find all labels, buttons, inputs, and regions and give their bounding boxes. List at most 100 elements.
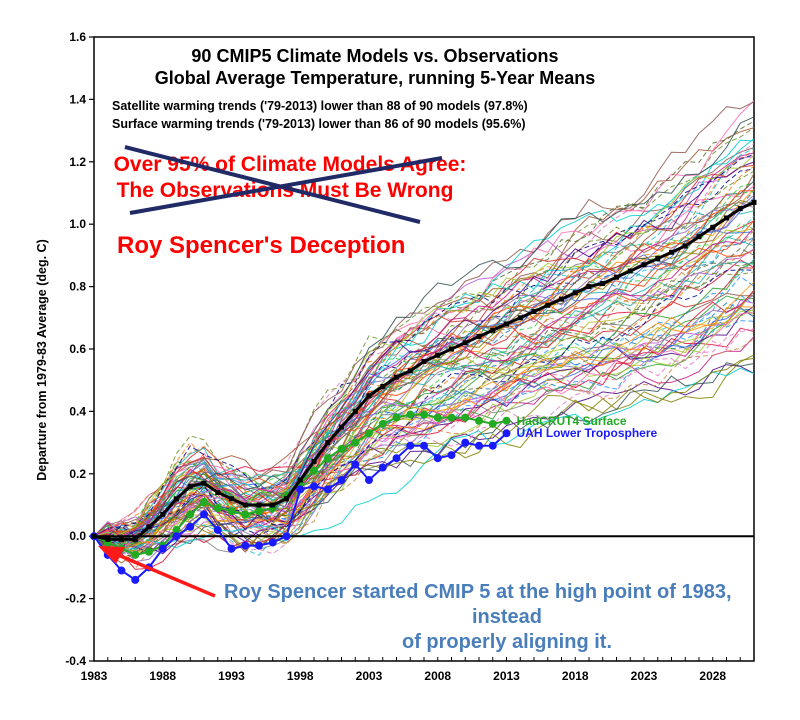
- chart-subtitle: Global Average Temperature, running 5-Ye…: [155, 68, 595, 88]
- series-point: [378, 463, 387, 472]
- model-run-line: [93, 120, 755, 558]
- ensemble-mean-point: [174, 496, 179, 502]
- series-point: [461, 438, 470, 447]
- x-tick-label: 2008: [424, 669, 451, 683]
- series-point: [488, 419, 497, 428]
- x-tick-label: 2018: [562, 669, 589, 683]
- series-point: [392, 454, 401, 463]
- series-point: [420, 410, 428, 419]
- model-run-line: [93, 127, 755, 543]
- ensemble-mean-point: [105, 536, 111, 542]
- model-run-line: [93, 261, 755, 537]
- ensemble-mean-point: [600, 280, 606, 286]
- model-run-line: [93, 230, 755, 537]
- y-tick-label: 1.4: [69, 92, 86, 106]
- y-axis-label: Departure from 1979-83 Average (deg. C): [35, 239, 49, 481]
- ensemble-mean-point: [449, 346, 454, 352]
- series-point: [117, 566, 126, 575]
- annotation-line3: of properly aligning it.: [402, 631, 612, 653]
- series-point: [433, 413, 442, 422]
- series-point: [433, 454, 442, 463]
- series-point: [351, 438, 360, 447]
- headline-deception: Roy Spencer's Deception: [117, 232, 405, 259]
- y-tick-label: 0.6: [69, 342, 86, 356]
- strike-line-b: [129, 156, 443, 215]
- series-point: [365, 429, 373, 438]
- model-run-line: [93, 153, 755, 537]
- ensemble-mean-point: [311, 458, 317, 464]
- series-point: [420, 441, 428, 450]
- ensemble-mean-point: [366, 393, 372, 399]
- model-run-line: [93, 170, 755, 540]
- series-point: [475, 416, 483, 425]
- series-point: [461, 413, 470, 422]
- x-tick-label: 2013: [493, 669, 520, 683]
- series-point: [282, 532, 291, 541]
- ensemble-mean-point: [435, 352, 441, 358]
- ensemble-mean-point: [91, 533, 97, 539]
- ensemble-mean-point: [160, 511, 166, 517]
- ensemble-mean-point: [256, 502, 262, 508]
- ensemble-mean-point: [421, 358, 427, 364]
- x-axis: 1983 1988 1993 1998 2003 2008 2013 2018 2023 2028: [81, 657, 755, 683]
- ensemble-mean-point: [119, 536, 124, 542]
- chart-title: 90 CMIP5 Climate Models vs. Observations: [191, 46, 558, 66]
- ensemble-mean-point: [559, 296, 564, 302]
- series-point: [323, 454, 332, 463]
- series-point: [502, 416, 511, 425]
- y-tick-label: 1.2: [69, 155, 86, 169]
- series-point: [406, 410, 415, 419]
- x-tick-label: 1983: [81, 669, 108, 683]
- model-run-line: [93, 190, 755, 537]
- model-run-line: [93, 222, 755, 545]
- ensemble-mean-point: [682, 243, 688, 249]
- series-point: [447, 413, 456, 422]
- series-label: HadCRUT4 Surface: [517, 414, 627, 428]
- ensemble-mean-point: [737, 206, 743, 212]
- y-tick-label: -0.4: [65, 654, 86, 668]
- model-run-line: [93, 269, 755, 537]
- model-run-line: [93, 328, 755, 537]
- annotation-line1: Roy Spencer started CMIP 5 at the high p…: [224, 581, 732, 603]
- series-point: [227, 544, 236, 553]
- model-run-line: [93, 100, 755, 541]
- series-point: [337, 476, 346, 485]
- series-point: [145, 547, 153, 556]
- arrow-head: [98, 546, 125, 564]
- model-run-line: [93, 101, 755, 547]
- series-point: [186, 510, 195, 519]
- ensemble-mean-point: [710, 224, 716, 230]
- ensemble-mean-point: [586, 284, 592, 290]
- series-point: [200, 497, 208, 506]
- y-tick-label: 0.0: [69, 529, 86, 543]
- note-satellite: Satellite warming trends ('79-2013) lowe…: [112, 99, 528, 113]
- series-point: [475, 441, 483, 450]
- series-point: [337, 444, 346, 453]
- series-point: [502, 429, 511, 438]
- ensemble-mean-point: [339, 424, 344, 430]
- ensemble-mean-point: [751, 199, 757, 205]
- series-point: [255, 507, 263, 516]
- ensemble-mean-point: [407, 368, 413, 374]
- ensemble-mean-point: [201, 480, 207, 486]
- ensemble-mean-point: [462, 340, 468, 346]
- model-run-line: [93, 173, 755, 564]
- ensemble-mean-point: [325, 440, 331, 446]
- y-tick-label: 1.0: [69, 217, 86, 231]
- x-tick-label: 2028: [699, 669, 726, 683]
- series-point: [447, 451, 456, 460]
- model-run-line: [93, 127, 755, 537]
- ensemble-mean-point: [545, 302, 551, 308]
- series-point: [172, 532, 181, 541]
- series-point: [365, 476, 373, 485]
- ensemble-mean-point: [380, 383, 386, 389]
- y-tick-label: 1.6: [69, 30, 86, 44]
- model-run-line: [93, 161, 755, 546]
- ensemble-mean-point: [146, 524, 152, 530]
- series-point: [131, 575, 140, 584]
- model-run-line: [93, 147, 755, 558]
- ensemble-mean-point: [284, 496, 289, 502]
- x-tick-label: 1998: [287, 669, 314, 683]
- model-run-line: [93, 190, 755, 544]
